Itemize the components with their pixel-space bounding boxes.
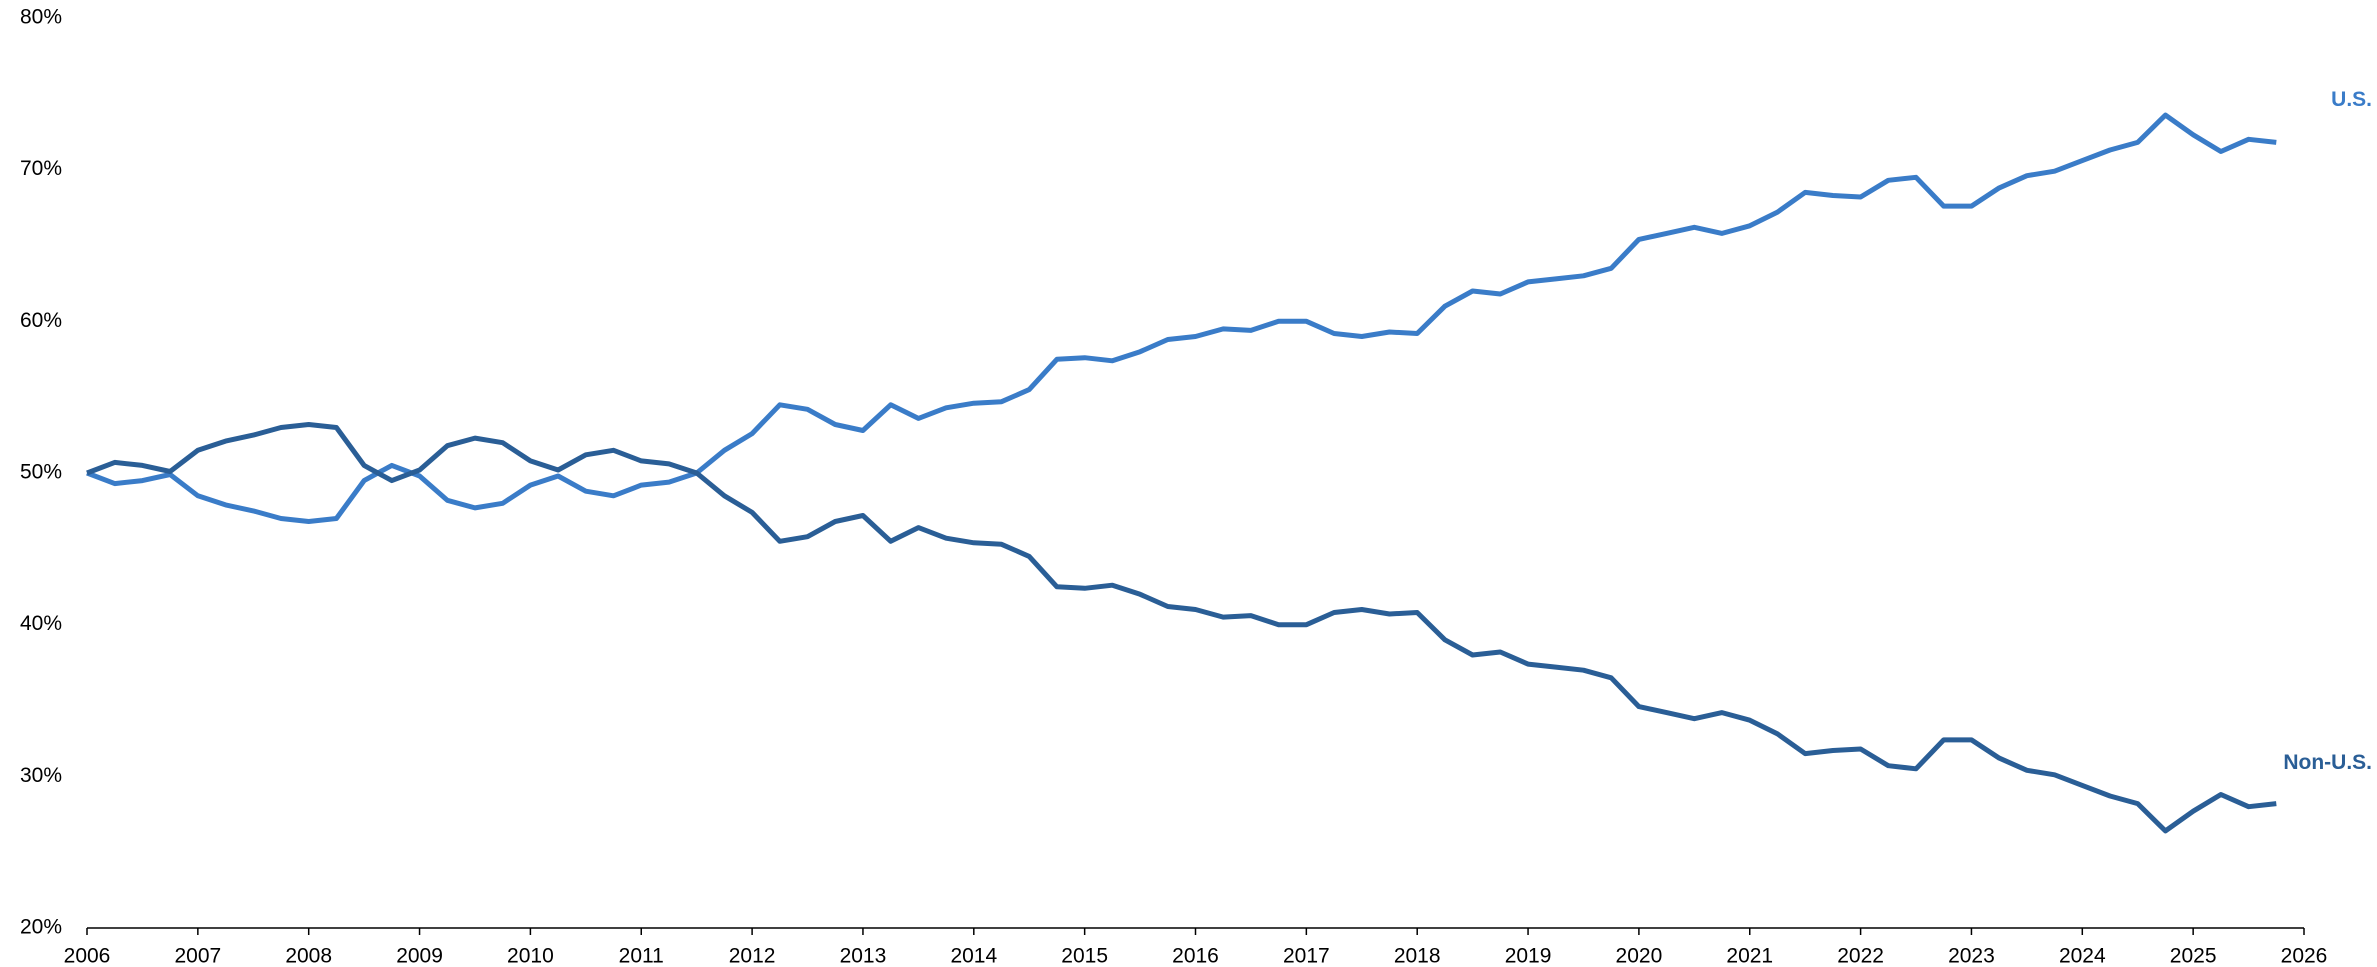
x-tick-label: 2024 — [2059, 945, 2106, 967]
y-tick-label: 50% — [20, 461, 62, 484]
y-tick-label: 20% — [20, 916, 62, 939]
y-tick-label: 60% — [20, 309, 62, 332]
x-tick-label: 2022 — [1837, 945, 1884, 967]
x-tick-label: 2011 — [619, 945, 664, 967]
series-line — [86, 112, 2277, 524]
series-label: Non-U.S. — [2283, 751, 2372, 774]
x-tick-label: 2012 — [729, 945, 776, 967]
x-tick-label: 2016 — [1172, 945, 1219, 967]
x-tick-label: 2025 — [2170, 945, 2217, 967]
series-label: U.S. — [2331, 88, 2372, 111]
x-tick-label: 2026 — [2281, 945, 2328, 967]
y-tick-label: 80% — [20, 6, 62, 29]
x-tick-label: 2009 — [396, 945, 443, 967]
x-tick-label: 2023 — [1948, 945, 1995, 967]
x-tick-label: 2019 — [1505, 945, 1552, 967]
x-tick-label: 2013 — [840, 945, 887, 967]
series-line — [86, 422, 2277, 834]
x-tick-label: 2010 — [507, 945, 554, 967]
x-tick-label: 2008 — [285, 945, 332, 967]
x-tick-label: 2021 — [1726, 945, 1773, 967]
y-tick-label: 30% — [20, 764, 62, 787]
x-tick-label: 2014 — [950, 945, 997, 967]
x-tick-label: 2015 — [1061, 945, 1108, 967]
y-tick-label: 40% — [20, 612, 62, 635]
y-tick-label: 70% — [20, 157, 62, 180]
x-tick-label: 2017 — [1283, 945, 1330, 967]
x-tick-label: 2020 — [1616, 945, 1663, 967]
x-tick-label: 2006 — [64, 945, 111, 967]
x-tick-label: 2007 — [174, 945, 221, 967]
x-tick-label: 2018 — [1394, 945, 1441, 967]
